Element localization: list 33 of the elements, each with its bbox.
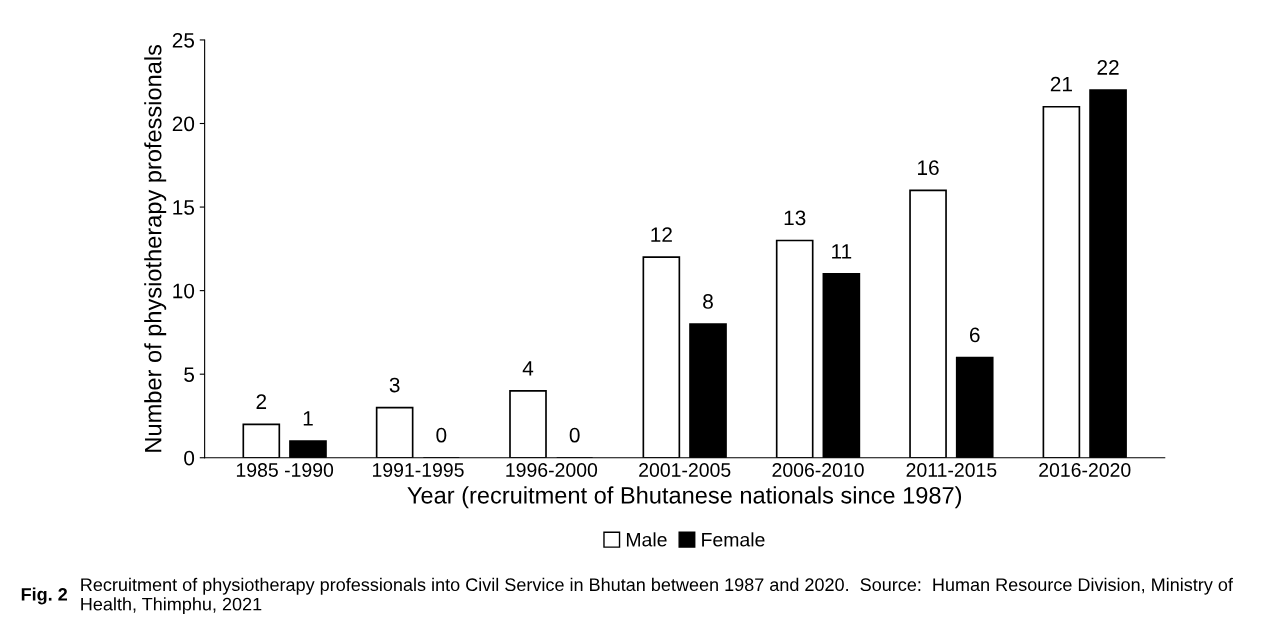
x-tick-label: 2001-2005 xyxy=(639,463,731,477)
x-tick-label: 1996-2000 xyxy=(506,463,598,477)
data-label: 13 xyxy=(784,210,806,226)
x-tick-label: 1985 -1990 xyxy=(236,463,334,477)
data-label: 4 xyxy=(522,361,534,376)
text: Recruitment of physiotherapy professionals into Civil Service in Bhutan between 1987 and 2020. Source: Human Resource Division, Ministry of Health, Thimphu, 2021 xyxy=(81,577,1233,615)
y-tick-label: 20 xyxy=(172,116,195,132)
data-label: 6 xyxy=(969,327,980,343)
data-label: 3 xyxy=(389,377,400,393)
data-label: 0 xyxy=(569,427,580,443)
legend-label: Female xyxy=(702,532,765,547)
data-label: 1 xyxy=(303,411,313,426)
x-tick-label: 2006-2010 xyxy=(772,463,864,477)
data-label: 12 xyxy=(651,227,672,242)
x-axis-title: Year (recruitment of Bhutanese nationals since 1987) xyxy=(407,486,962,509)
data-label: 22 xyxy=(1097,60,1119,75)
y-tick-label: 25 xyxy=(172,32,195,48)
caption: Fig. 2 xyxy=(21,587,68,605)
y-tick-label: 15 xyxy=(173,200,195,215)
y-tick-label: 10 xyxy=(173,283,195,299)
legend-label: Male xyxy=(626,532,667,547)
x-tick-label: 2011-2015 xyxy=(906,463,997,477)
data-label: 21 xyxy=(1050,76,1072,92)
y-tick-label: 5 xyxy=(184,367,195,382)
data-label: 16 xyxy=(918,160,939,176)
data-label: 0 xyxy=(436,427,447,443)
y-axis-title: Number of physiotherapy professionals xyxy=(144,44,167,452)
x-tick-label: 1991-1995 xyxy=(372,463,464,477)
data-label: 8 xyxy=(703,294,713,309)
data-label: 11 xyxy=(832,244,852,259)
y-tick-label: 0 xyxy=(184,450,195,466)
x-tick-label: 2016-2020 xyxy=(1039,463,1131,477)
data-label: 2 xyxy=(256,394,267,409)
